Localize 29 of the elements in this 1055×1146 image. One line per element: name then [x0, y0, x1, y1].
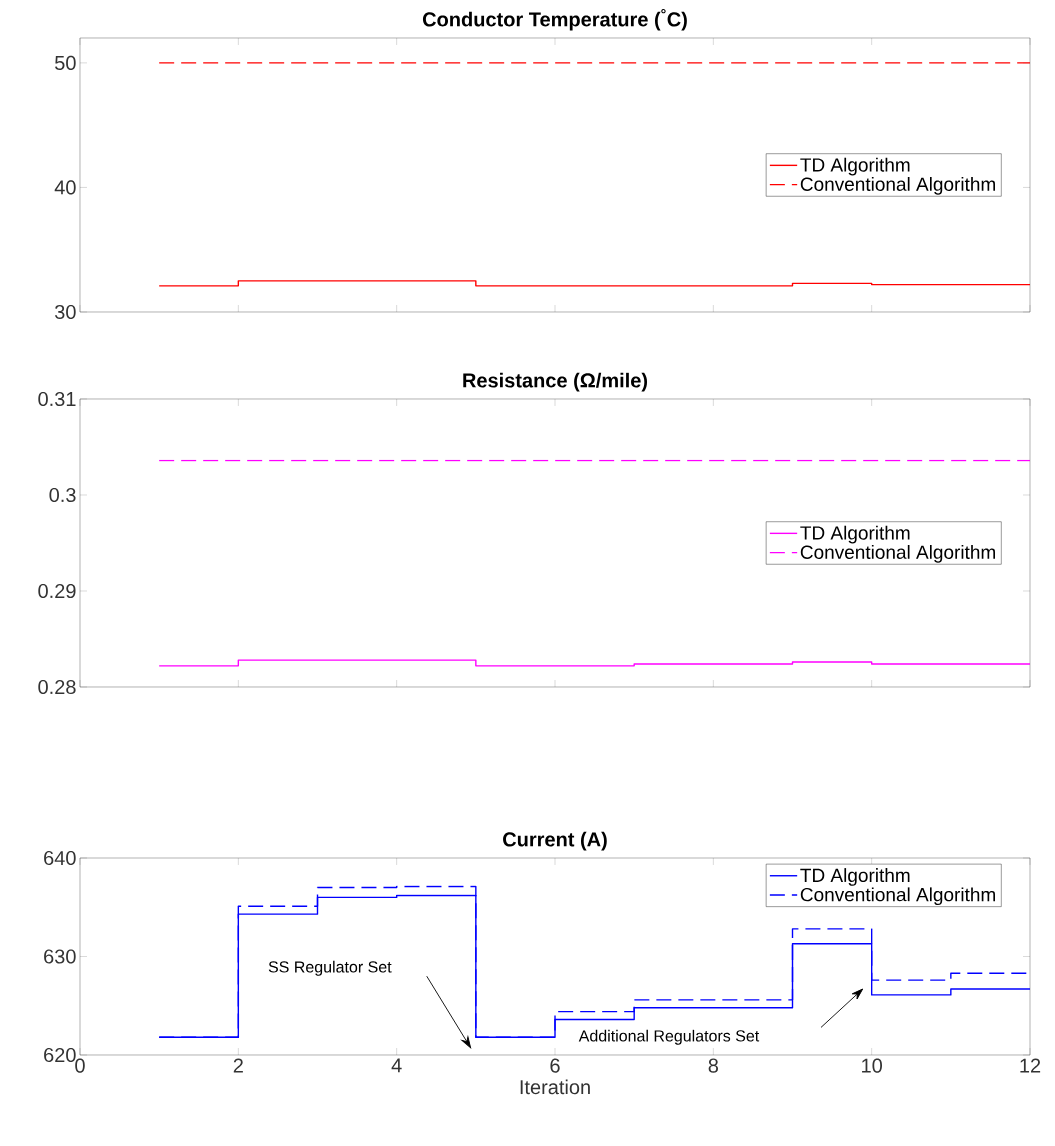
- legend-label: Conventional Algorithm: [800, 176, 995, 195]
- legend-label: Conventional Algorithm: [800, 887, 995, 906]
- legend-label: Conventional Algorithm: [800, 544, 995, 563]
- legend-label: TD Algorithm: [800, 157, 910, 176]
- x-tick-label: 10: [862, 1058, 883, 1073]
- y-tick-label: 0.3: [49, 487, 76, 503]
- x-tick-label: 0: [75, 1058, 85, 1073]
- y-tick-label: 50: [55, 55, 76, 70]
- annotation: Additional Regulators Set: [578, 1029, 760, 1045]
- chart-title: Resistance (Ω/mile): [463, 372, 648, 392]
- y-tick-label: 630: [44, 949, 76, 964]
- x-tick-label: 2: [233, 1058, 243, 1073]
- x-tick-label: 8: [708, 1058, 719, 1073]
- x-tick-label: 6: [550, 1058, 560, 1073]
- annotation: SS Regulator Set: [268, 960, 392, 976]
- legend-label: TD Algorithm: [800, 868, 910, 886]
- x-tick-label: 12: [1020, 1058, 1041, 1073]
- chart-title: Current (A): [503, 831, 607, 851]
- y-tick-label: 620: [44, 1047, 76, 1063]
- x-tick-label: 4: [391, 1058, 402, 1073]
- y-tick-label: 0.31: [38, 391, 76, 407]
- chart-title: Conductor Temperature ($^{°}$C): [422, 9, 687, 31]
- legend-label: TD Algorithm: [800, 525, 910, 544]
- y-tick-label: 0.28: [38, 679, 76, 695]
- x-axis-title: Iteration: [520, 1079, 590, 1095]
- y-tick-label: 40: [54, 180, 76, 195]
- y-tick-label: 30: [54, 304, 76, 320]
- y-tick-label: 0.29: [38, 583, 76, 599]
- y-tick-label: 640: [44, 850, 76, 866]
